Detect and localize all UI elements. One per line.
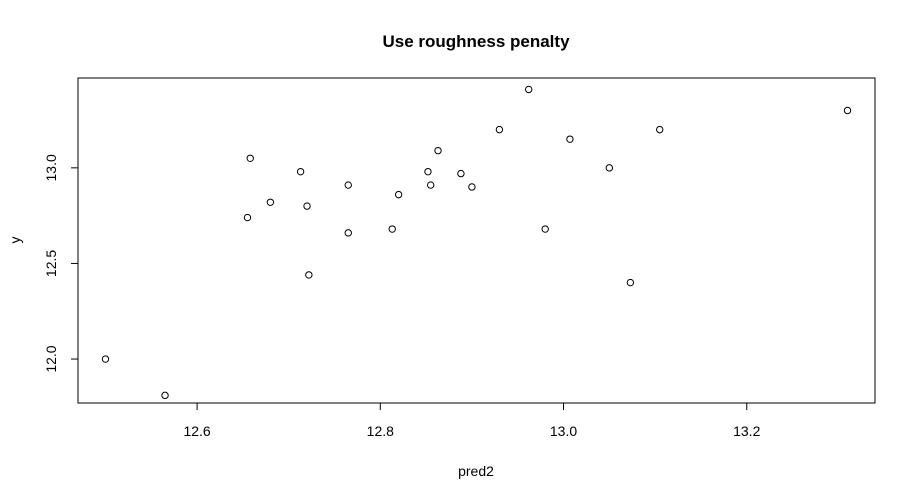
data-point (605, 164, 614, 172)
y-tick-label: 13.0 (43, 154, 59, 181)
data-point (246, 154, 254, 162)
y-axis: 12.0 12.5 13.0 (43, 154, 79, 373)
data-point (266, 198, 275, 206)
x-tick-label: 13.2 (733, 423, 760, 439)
data-point (101, 355, 110, 363)
data-points (101, 85, 852, 400)
y-axis-label: y (7, 237, 23, 244)
x-tick-label: 12.6 (183, 423, 210, 439)
data-point (394, 190, 403, 199)
data-point (424, 167, 432, 176)
data-point (541, 225, 549, 233)
data-point (344, 229, 352, 237)
data-point (426, 181, 435, 189)
data-point (843, 106, 852, 115)
data-point (495, 125, 504, 134)
data-point (305, 271, 313, 279)
data-point (388, 225, 396, 233)
data-point (656, 125, 664, 134)
data-point (434, 146, 442, 155)
y-tick-label: 12.0 (43, 345, 59, 372)
data-point (566, 135, 574, 143)
x-axis-label: pred2 (458, 463, 494, 479)
data-point (626, 278, 635, 287)
data-point (243, 213, 252, 222)
plot-frame (77, 77, 876, 404)
data-point (525, 85, 533, 94)
data-point (161, 391, 169, 400)
data-point (296, 167, 305, 176)
x-tick-label: 13.0 (550, 423, 577, 439)
data-point (303, 202, 311, 210)
data-point (468, 183, 476, 191)
y-tick-label: 12.5 (43, 250, 59, 277)
x-axis: 12.6 12.8 13.0 13.2 (183, 402, 761, 439)
data-point (457, 169, 465, 178)
chart-title: Use roughness penalty (382, 32, 570, 51)
data-point (344, 181, 352, 189)
x-tick-label: 12.8 (367, 423, 394, 439)
